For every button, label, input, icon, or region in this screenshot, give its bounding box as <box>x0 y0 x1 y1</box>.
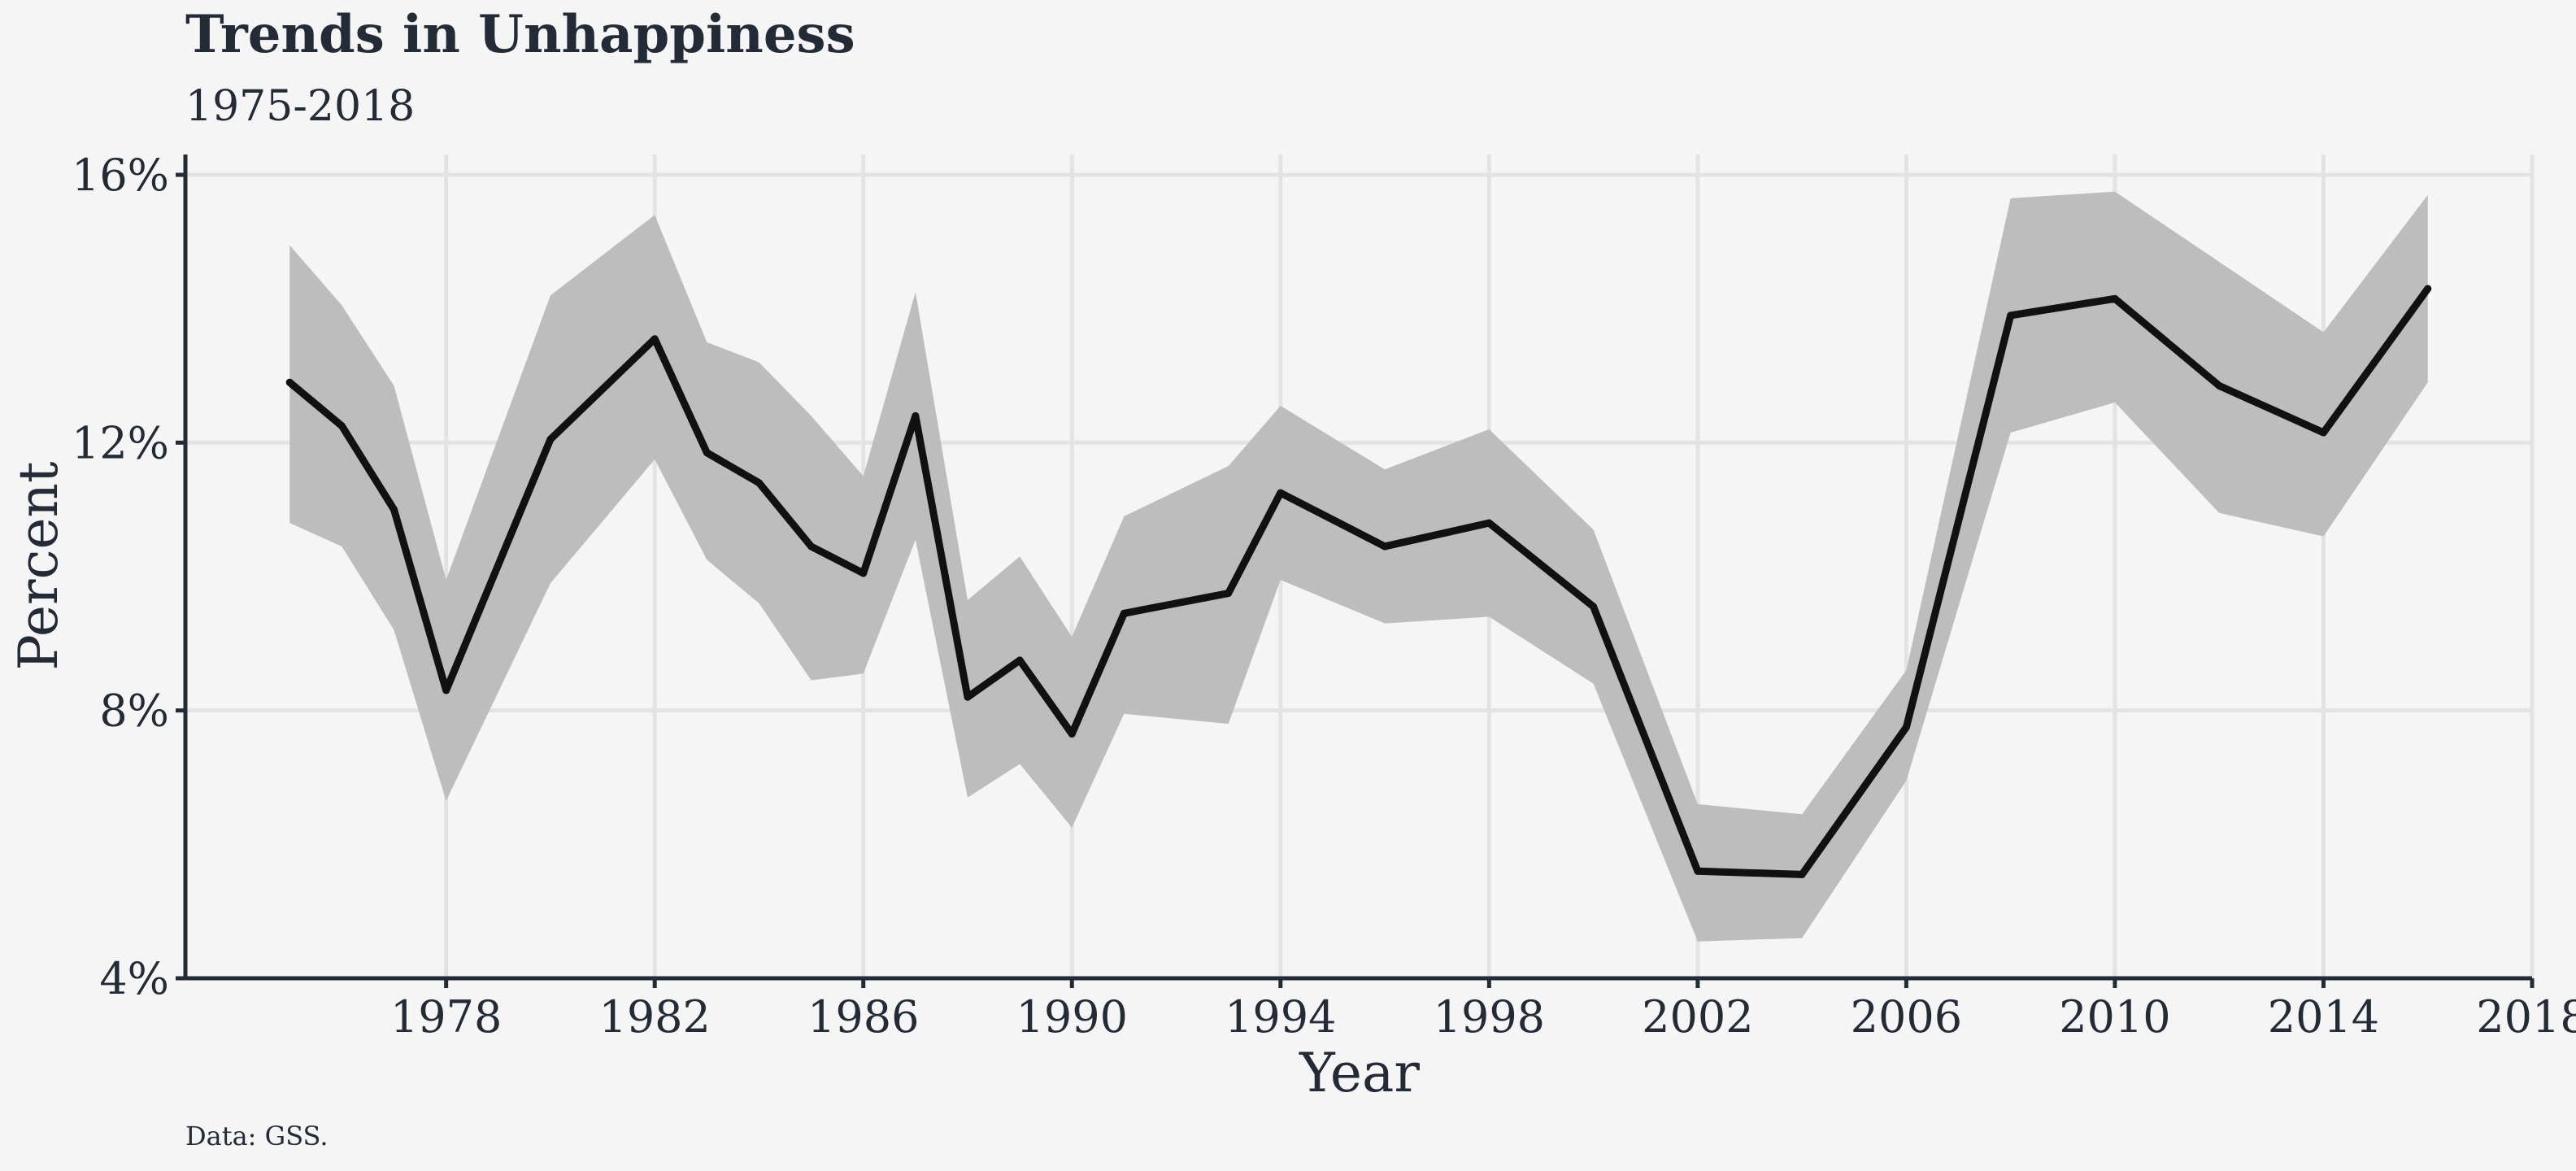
series-line-layer <box>285 285 2432 878</box>
data-point-2006 <box>1902 723 1910 731</box>
y-tick-label: 16% <box>72 150 169 201</box>
data-point-1988 <box>964 693 972 701</box>
data-point-2012 <box>2215 381 2223 390</box>
x-tick-label: 2018 <box>2476 991 2576 1043</box>
x-tick-label: 1978 <box>390 991 502 1043</box>
x-tick-label: 2002 <box>1642 991 1753 1043</box>
data-point-1986 <box>859 569 868 577</box>
x-tick-label: 1990 <box>1016 991 1128 1043</box>
data-point-1976 <box>337 422 346 430</box>
x-tick-label: 1998 <box>1434 991 1545 1043</box>
y-axis-title: Percent <box>7 461 70 670</box>
x-tick-label: 2006 <box>1851 991 1962 1043</box>
series-line <box>285 285 2432 878</box>
y-tick-label: 12% <box>72 417 169 468</box>
data-point-2002 <box>1694 867 1702 875</box>
data-point-2016 <box>2424 285 2432 293</box>
x-tick-label: 2010 <box>2059 991 2170 1043</box>
data-point-2000 <box>1590 603 1598 611</box>
confidence-band <box>289 191 2428 942</box>
y-tick-label: 8% <box>99 686 169 737</box>
confidence-band-layer <box>289 191 2428 942</box>
data-point-1985 <box>807 542 816 551</box>
data-point-1994 <box>1277 489 1285 497</box>
x-axis-title: Year <box>1299 1042 1420 1104</box>
data-point-1993 <box>1225 590 1233 598</box>
data-point-2004 <box>1798 870 1806 878</box>
data-point-1984 <box>755 479 763 487</box>
data-point-1978 <box>442 686 450 694</box>
x-tick-label: 1982 <box>598 991 710 1043</box>
data-point-1987 <box>912 411 920 420</box>
data-point-2008 <box>2007 311 2015 320</box>
data-point-1996 <box>1381 542 1389 551</box>
data-point-1991 <box>1120 609 1128 617</box>
data-point-2010 <box>2111 294 2119 303</box>
data-point-1980 <box>546 435 555 443</box>
data-point-2014 <box>2319 429 2327 437</box>
x-tick-label: 1986 <box>807 991 919 1043</box>
x-tick-label: 2014 <box>2268 991 2379 1043</box>
data-point-1998 <box>1485 519 1493 527</box>
data-point-1989 <box>1016 656 1024 664</box>
data-point-1983 <box>703 449 711 457</box>
y-tick-label: 4% <box>99 953 169 1004</box>
caption: Data: GSS. <box>185 1121 329 1151</box>
x-tick-label: 1994 <box>1225 991 1336 1043</box>
chart-subtitle: 1975-2018 <box>185 82 415 131</box>
data-point-1982 <box>651 335 659 343</box>
data-point-1975 <box>285 378 294 386</box>
data-point-1977 <box>390 506 398 514</box>
chart-title: Trends in Unhappiness <box>185 4 855 65</box>
data-point-1990 <box>1068 729 1076 738</box>
axes: 4% 8% 12% 16% 1978 1982 1986 1990 1994 1998 2002 20… <box>72 150 2576 1043</box>
